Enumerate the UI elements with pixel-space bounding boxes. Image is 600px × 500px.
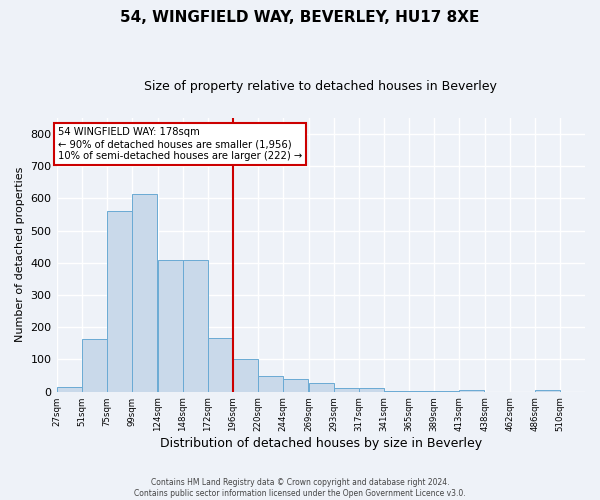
Bar [258, 376, 283, 392]
Bar [535, 390, 560, 392]
Bar [82, 339, 107, 392]
Bar [283, 380, 308, 392]
Bar [233, 359, 258, 392]
Bar [334, 388, 359, 392]
Text: Contains HM Land Registry data © Crown copyright and database right 2024.
Contai: Contains HM Land Registry data © Crown c… [134, 478, 466, 498]
Text: 54, WINGFIELD WAY, BEVERLEY, HU17 8XE: 54, WINGFIELD WAY, BEVERLEY, HU17 8XE [121, 10, 479, 25]
Bar [459, 390, 484, 392]
Title: Size of property relative to detached houses in Beverley: Size of property relative to detached ho… [145, 80, 497, 93]
Bar [131, 194, 157, 392]
Bar [384, 390, 409, 392]
Bar [107, 211, 131, 392]
X-axis label: Distribution of detached houses by size in Beverley: Distribution of detached houses by size … [160, 437, 482, 450]
Bar [359, 388, 384, 392]
Text: 54 WINGFIELD WAY: 178sqm
← 90% of detached houses are smaller (1,956)
10% of sem: 54 WINGFIELD WAY: 178sqm ← 90% of detach… [58, 128, 302, 160]
Bar [158, 260, 182, 392]
Bar [208, 338, 233, 392]
Bar [182, 260, 208, 392]
Bar [309, 382, 334, 392]
Y-axis label: Number of detached properties: Number of detached properties [15, 167, 25, 342]
Bar [409, 391, 434, 392]
Bar [56, 387, 82, 392]
